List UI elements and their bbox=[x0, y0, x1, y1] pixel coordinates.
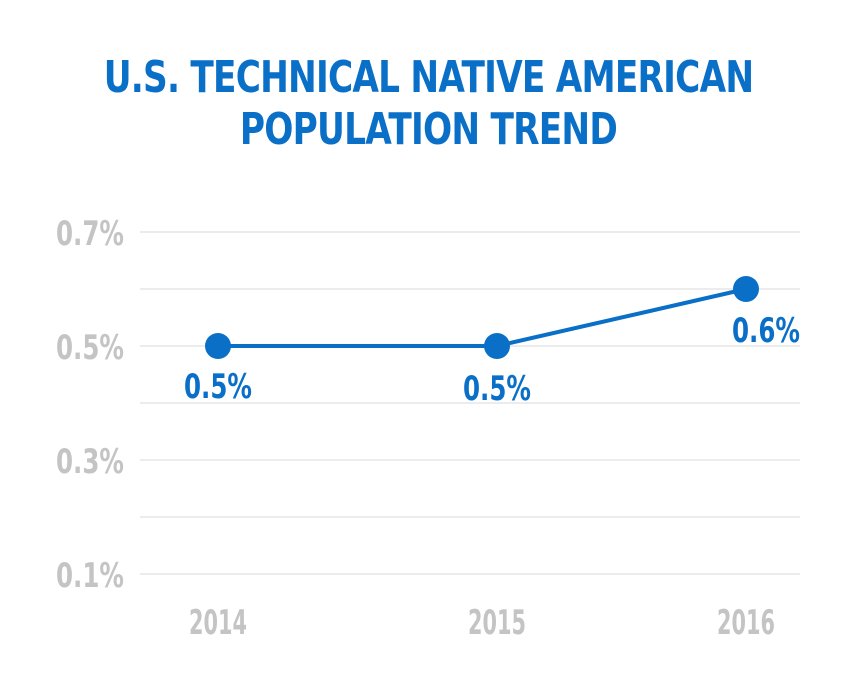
data-label: 0.5% bbox=[184, 367, 252, 407]
data-label: 0.6% bbox=[732, 311, 800, 351]
data-point bbox=[733, 276, 759, 302]
chart-title-line-2: POPULATION TREND bbox=[239, 104, 618, 155]
data-label: 0.5% bbox=[463, 369, 531, 409]
x-tick-label: 2014 bbox=[189, 603, 247, 643]
y-tick-label: 0.3% bbox=[56, 442, 124, 482]
x-tick-label: 2015 bbox=[468, 603, 526, 643]
series-line bbox=[218, 287, 747, 348]
y-tick-label: 0.7% bbox=[56, 214, 124, 254]
y-tick-label: 0.1% bbox=[56, 556, 124, 596]
chart-title: U.S. TECHNICAL NATIVE AMERICAN POPULATIO… bbox=[94, 52, 762, 156]
y-tick-label: 0.5% bbox=[56, 328, 124, 368]
data-point bbox=[205, 333, 231, 359]
data-point bbox=[484, 333, 510, 359]
chart-title-line-1: U.S. TECHNICAL NATIVE AMERICAN bbox=[103, 52, 754, 103]
x-tick-label: 2016 bbox=[717, 603, 775, 643]
